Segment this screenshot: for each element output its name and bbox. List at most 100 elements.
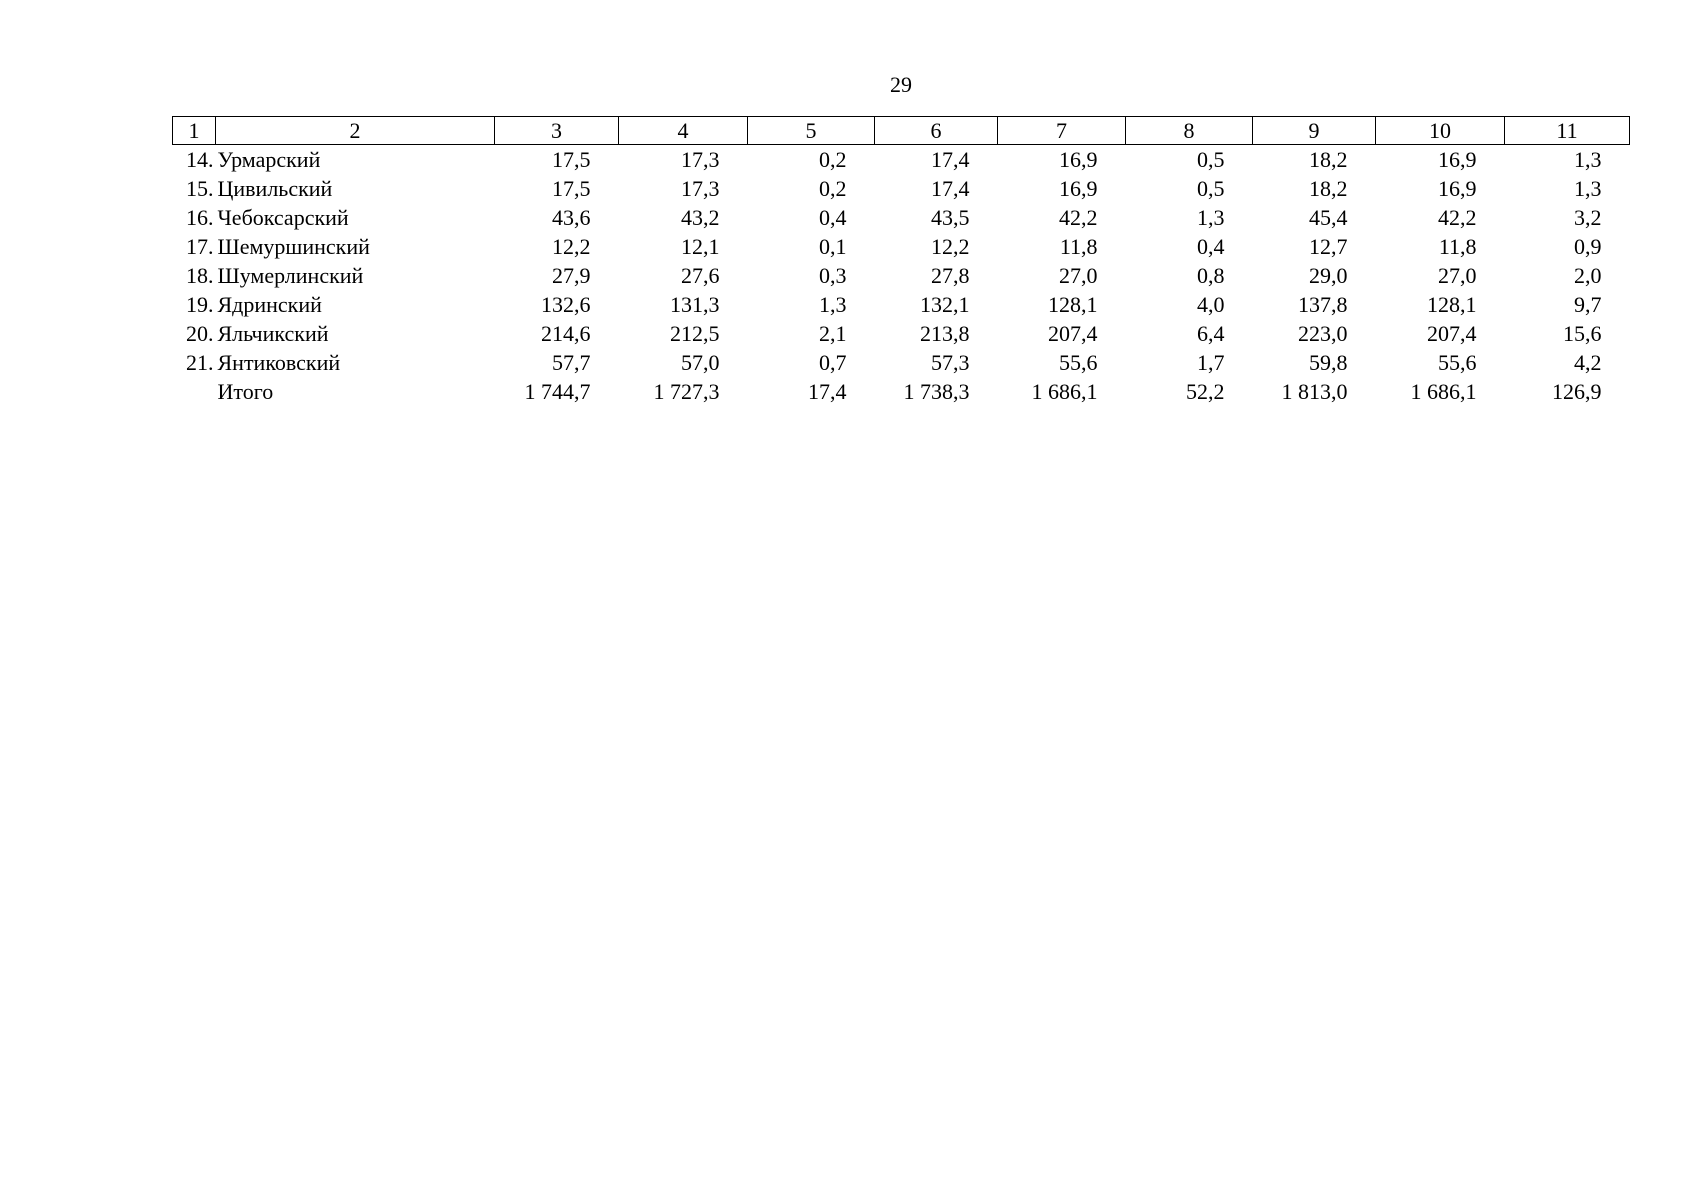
district-name: Янтиковский (217, 350, 341, 375)
value-cell: 17,4 (931, 176, 970, 201)
value-cell: 3,2 (1574, 205, 1602, 230)
value-cell: 207,4 (1048, 321, 1098, 346)
data-row: Итого 1 744,7 1 727,3 17,4 1 738,3 1 686,1 52,… (173, 377, 1630, 406)
header-cell: 10 (1375, 116, 1505, 145)
value-cell: 16,9 (1438, 176, 1477, 201)
value-cell: 2,1 (819, 321, 847, 346)
value-cell: 2,0 (1574, 263, 1602, 288)
data-table: 1 2 3 4 5 6 7 8 9 10 11 14. Урмарский 17,5 17,3 0,2 17,4… (172, 116, 1630, 406)
row-number: 19. (186, 292, 214, 317)
value-cell: 43,2 (681, 205, 720, 230)
value-cell: 59,8 (1309, 350, 1348, 375)
value-cell: 57,3 (931, 350, 970, 375)
value-cell: 1,3 (819, 292, 847, 317)
district-name: Шемуршинский (217, 234, 370, 259)
value-cell: 17,5 (552, 147, 591, 172)
district-name: Ядринский (217, 292, 322, 317)
district-name: Чебоксарский (217, 205, 349, 230)
data-row: 18. Шумерлинский 27,9 27,6 0,3 27,8 27,0 0,8 29,… (173, 261, 1630, 290)
value-cell: 128,1 (1427, 292, 1477, 317)
value-cell: 43,5 (931, 205, 970, 230)
value-cell: 27,8 (931, 263, 970, 288)
value-cell: 52,2 (1186, 379, 1225, 404)
row-number: 21. (186, 350, 214, 375)
header-cell: 6 (874, 116, 998, 145)
value-cell: 18,2 (1309, 176, 1348, 201)
data-row: 17. Шемуршинский 12,2 12,1 0,1 12,2 11,8 0,4 12,… (173, 232, 1630, 261)
row-number: 18. (186, 263, 214, 288)
value-cell: 1,3 (1197, 205, 1225, 230)
value-cell: 16,9 (1059, 176, 1098, 201)
value-cell: 55,6 (1438, 350, 1477, 375)
district-name: Яльчикский (217, 321, 329, 346)
row-number: 16. (186, 205, 214, 230)
value-cell: 29,0 (1309, 263, 1348, 288)
row-number: 14. (186, 147, 214, 172)
header-cell: 2 (215, 116, 495, 145)
value-cell: 0,8 (1197, 263, 1225, 288)
value-cell: 212,5 (670, 321, 720, 346)
header-cell: 8 (1125, 116, 1253, 145)
data-row: 20. Яльчикский 214,6 212,5 2,1 213,8 207,4 6,4 2… (173, 319, 1630, 348)
value-cell: 214,6 (541, 321, 591, 346)
value-cell: 0,4 (819, 205, 847, 230)
value-cell: 0,9 (1574, 234, 1602, 259)
value-cell: 131,3 (670, 292, 720, 317)
value-cell: 9,7 (1574, 292, 1602, 317)
value-cell: 1 738,3 (903, 379, 970, 404)
header-cell: 5 (747, 116, 875, 145)
value-cell: 0,5 (1197, 176, 1225, 201)
value-cell: 45,4 (1309, 205, 1348, 230)
value-cell: 42,2 (1438, 205, 1477, 230)
value-cell: 16,9 (1438, 147, 1477, 172)
value-cell: 0,2 (819, 147, 847, 172)
value-cell: 55,6 (1059, 350, 1098, 375)
district-name: Урмарский (217, 147, 321, 172)
value-cell: 27,6 (681, 263, 720, 288)
data-row: 19. Ядринский 132,6 131,3 1,3 132,1 128,1 4,0 13… (173, 290, 1630, 319)
page-number: 29 (890, 72, 912, 97)
value-cell: 207,4 (1427, 321, 1477, 346)
value-cell: 1,7 (1197, 350, 1225, 375)
row-number (173, 377, 216, 406)
value-cell: 128,1 (1048, 292, 1098, 317)
value-cell: 1 727,3 (653, 379, 720, 404)
district-name: Цивильский (217, 176, 333, 201)
value-cell: 1,3 (1574, 147, 1602, 172)
value-cell: 15,6 (1563, 321, 1602, 346)
value-cell: 0,3 (819, 263, 847, 288)
value-cell: 17,3 (681, 147, 720, 172)
value-cell: 16,9 (1059, 147, 1098, 172)
value-cell: 43,6 (552, 205, 591, 230)
value-cell: 1 813,0 (1281, 379, 1348, 404)
data-row: 14. Урмарский 17,5 17,3 0,2 17,4 16,9 0,5 18,2 16… (173, 145, 1630, 175)
district-name: Итого (217, 379, 274, 404)
data-row: 15. Цивильский 17,5 17,3 0,2 17,4 16,9 0,5 18,2 1… (173, 174, 1630, 203)
value-cell: 1,3 (1574, 176, 1602, 201)
value-cell: 1 744,7 (524, 379, 591, 404)
data-row: 16. Чебоксарский 43,6 43,2 0,4 43,5 42,2 1,3 45,… (173, 203, 1630, 232)
value-cell: 0,1 (819, 234, 847, 259)
value-cell: 1 686,1 (1031, 379, 1098, 404)
district-name: Шумерлинский (217, 263, 364, 288)
value-cell: 0,7 (819, 350, 847, 375)
value-cell: 27,0 (1059, 263, 1098, 288)
value-cell: 11,8 (1059, 234, 1098, 259)
value-cell: 12,2 (931, 234, 970, 259)
row-number: 17. (186, 234, 214, 259)
value-cell: 0,4 (1197, 234, 1225, 259)
value-cell: 132,1 (920, 292, 970, 317)
row-number: 15. (186, 176, 214, 201)
value-cell: 57,0 (681, 350, 720, 375)
value-cell: 126,9 (1552, 379, 1602, 404)
header-cell: 7 (997, 116, 1126, 145)
value-cell: 17,4 (931, 147, 970, 172)
value-cell: 1 686,1 (1410, 379, 1477, 404)
header-cell: 9 (1252, 116, 1376, 145)
value-cell: 42,2 (1059, 205, 1098, 230)
value-cell: 12,2 (552, 234, 591, 259)
header-cell: 4 (618, 116, 748, 145)
value-cell: 0,5 (1197, 147, 1225, 172)
header-row: 1 2 3 4 5 6 7 8 9 10 11 (172, 116, 1630, 145)
